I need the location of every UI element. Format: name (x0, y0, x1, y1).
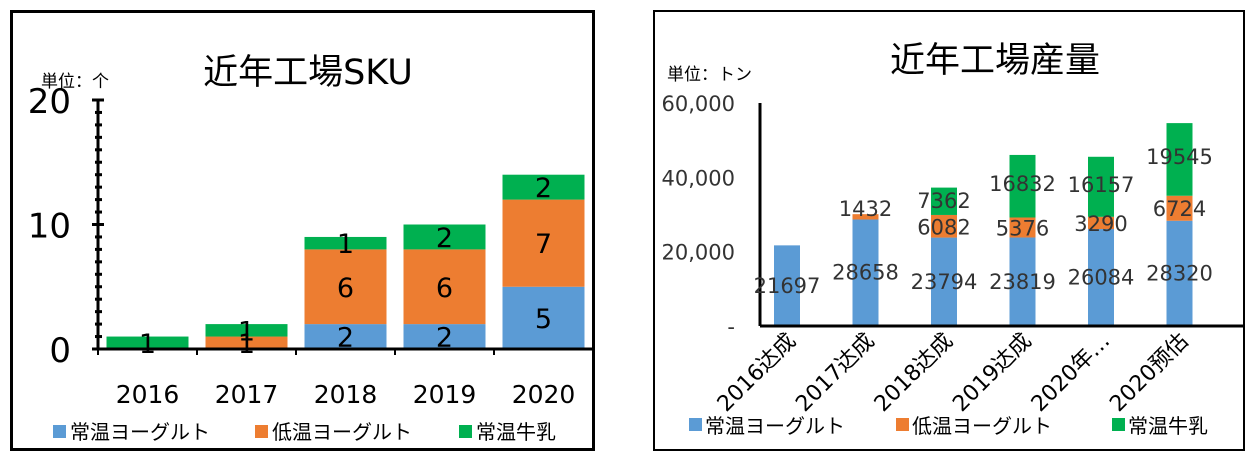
legend-label: 常温牛乳 (1128, 414, 1208, 438)
bar-segment (403, 324, 486, 349)
bar-segment (1166, 123, 1193, 196)
bar-segment (205, 336, 288, 349)
data-label: 26084 (1068, 266, 1135, 290)
data-label: 5376 (996, 216, 1049, 240)
bar-segment (1009, 237, 1036, 326)
bar-segment (931, 187, 957, 215)
legend-swatch (53, 425, 66, 438)
legend-label: 常温ヨーグルト (70, 420, 210, 444)
x-tick-label: 2020年… (1027, 329, 1115, 417)
x-tick-label: 2016达成 (713, 329, 801, 417)
data-label: 23794 (911, 270, 978, 294)
production-chart-title: 近年工場産量 (890, 41, 1100, 81)
y-tick-label: 10 (28, 207, 71, 247)
data-label: 7362 (917, 189, 970, 213)
legend-label: 低温ヨーグルト (272, 420, 412, 444)
bar-segment (1009, 154, 1036, 218)
bar-segment (1088, 229, 1114, 326)
data-label: 28320 (1146, 261, 1213, 285)
data-label: 6724 (1153, 197, 1206, 221)
bar-segment (106, 336, 189, 349)
y-tick-label: 20,000 (662, 241, 735, 265)
data-label: 1 (139, 329, 156, 360)
bar-segment (502, 286, 585, 349)
data-label: 16832 (989, 172, 1056, 196)
sku-chart-unit-label: 単位：个 (41, 72, 109, 92)
legend-swatch (689, 418, 702, 431)
legend-label: 常温牛乳 (476, 420, 556, 444)
data-label: 1 (337, 229, 354, 260)
bar-segment (774, 245, 800, 326)
production-chart-svg: 近年工場産量 単位：トン - 20,000 40,000 60,000 21697 201… (662, 41, 1245, 438)
data-label: 2 (535, 173, 552, 204)
bar-segment (403, 224, 486, 250)
data-label: 7 (535, 229, 552, 260)
data-label: 21697 (754, 274, 821, 298)
bar-segment (304, 324, 387, 349)
data-label: 16157 (1068, 173, 1135, 197)
bar-segment (304, 249, 387, 325)
x-tick-label: 2018达成 (870, 329, 958, 417)
legend-swatch (896, 418, 909, 431)
y-tick-label: 60,000 (662, 92, 735, 116)
legend-label: 常温ヨーグルト (705, 414, 845, 438)
bar-segment (931, 214, 957, 238)
data-label: 1432 (839, 197, 892, 221)
data-label: 1 (238, 316, 255, 347)
data-label: 3290 (1074, 212, 1127, 236)
legend-swatch (1112, 418, 1125, 431)
bar-segment (502, 199, 585, 287)
y-tick-label: 0 (49, 331, 71, 371)
data-label: 1 (238, 329, 255, 360)
x-tick-label: 2020 (512, 380, 576, 409)
data-label: 19545 (1146, 145, 1213, 169)
bar-segment (1088, 156, 1114, 217)
bar-segment (852, 214, 879, 220)
bar-segment (1166, 220, 1193, 326)
x-tick-label: 2016 (116, 380, 180, 409)
data-label: 6082 (917, 215, 970, 239)
data-label: 2 (436, 323, 453, 354)
data-label: 2 (436, 223, 453, 254)
data-label: 6 (337, 273, 354, 304)
x-tick-label: 2017达成 (791, 329, 879, 417)
bar-segment (1009, 217, 1036, 238)
sku-chart-title: 近年工場SKU (203, 53, 413, 93)
legend-label: 低温ヨーグルト (912, 414, 1052, 438)
bar-segment (931, 237, 957, 326)
x-tick-label: 2017 (215, 380, 279, 409)
sku-chart-panel: 近年工場SKU 単位：个 0 10 20 1 2016 1 1 2017 2 6 1 2018 2 6 2 2… (10, 10, 595, 451)
bar-segment (852, 219, 879, 326)
bar-segment (1088, 216, 1114, 230)
legend-swatch (255, 425, 268, 438)
data-label: 5 (535, 304, 552, 335)
data-label: 23819 (989, 270, 1056, 294)
bar-segment (403, 249, 486, 325)
production-chart-unit-label: 単位：トン (667, 65, 752, 85)
legend-swatch (459, 425, 472, 438)
y-tick-label: - (727, 315, 735, 339)
sku-chart-svg: 近年工場SKU 単位：个 010201201611201726120182622… (28, 53, 594, 444)
data-label: 2 (337, 323, 354, 354)
data-label: 28658 (832, 261, 899, 285)
x-tick-label: 2019 (413, 380, 477, 409)
bar-segment (502, 174, 585, 200)
bar-segment (304, 236, 387, 250)
x-tick-label: 2019达成 (948, 329, 1036, 417)
bar-segment (1166, 195, 1193, 221)
bar-segment (205, 324, 288, 337)
x-tick-label: 2020预估 (1105, 329, 1193, 417)
production-chart-panel: 近年工場産量 単位：トン - 20,000 40,000 60,000 21697 201… (653, 10, 1245, 451)
data-label: 6 (436, 273, 453, 304)
y-tick-label: 20 (28, 82, 71, 122)
y-tick-label: 40,000 (662, 166, 735, 190)
x-tick-label: 2018 (314, 380, 378, 409)
